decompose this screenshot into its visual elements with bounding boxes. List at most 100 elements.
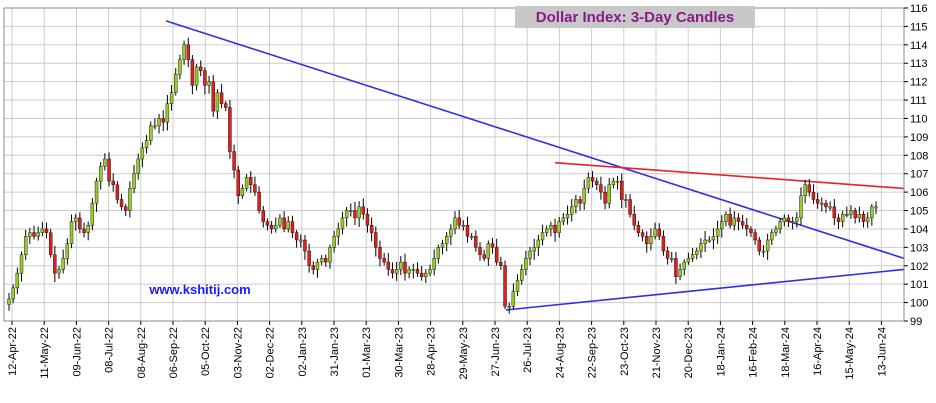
candle-bull (699, 243, 703, 252)
candle-bull (394, 269, 399, 274)
x-tick-label: 22-Sep-23 (587, 327, 599, 378)
x-tick-label: 12-Apr-22 (7, 327, 19, 376)
candle-bear (32, 232, 36, 237)
candle-bull (720, 221, 724, 230)
x-tick-label: 11-May-22 (39, 327, 51, 379)
candle-bull (707, 239, 711, 242)
y-tick-label: 103 (910, 242, 928, 254)
candle-bear (303, 239, 307, 252)
y-axis-ticks: 99 100 101 102 103 104 105 106 107 108 109 110 111 11… (904, 3, 928, 328)
x-tick-label: 09-Jun-22 (71, 327, 83, 377)
candle-bear (232, 151, 236, 171)
x-tick-label: 24-Aug-23 (554, 327, 566, 378)
candle-bear (269, 225, 274, 230)
candle-bear (811, 191, 816, 200)
candle-bull (7, 298, 11, 305)
x-tick-label: 21-Nov-23 (651, 327, 663, 378)
candle-bear (294, 232, 299, 241)
x-tick-label: 16-Feb-24 (748, 327, 760, 378)
candle-bear (636, 225, 641, 233)
candle-bull (761, 250, 766, 253)
candle-bull (15, 272, 20, 289)
trendlines (165, 20, 905, 311)
candle-bull (686, 258, 691, 263)
candle-bear (757, 239, 761, 252)
candle-bear (603, 191, 607, 204)
candle-bear (307, 250, 311, 266)
y-tick-label: 99 (910, 316, 922, 328)
x-tick-label: 20-Dec-23 (683, 327, 695, 378)
lower-trendline (505, 268, 905, 311)
y-tick-label: 111 (910, 95, 927, 107)
candle-bear (419, 272, 424, 278)
y-tick-label: 100 (910, 298, 928, 310)
candle-bull (40, 228, 45, 233)
candle-bull (507, 306, 511, 308)
candle-bear (474, 236, 478, 248)
candle-bull (774, 228, 778, 233)
candle-bull (703, 239, 707, 244)
candle-bear (457, 217, 461, 226)
candle-bear (311, 265, 315, 270)
candle-bull (469, 236, 474, 238)
candle-bear (490, 243, 495, 248)
x-tick-label: 01-Mar-23 (361, 327, 373, 378)
candle-bull (86, 225, 90, 233)
candle-bull (328, 247, 332, 263)
candle-bull (486, 243, 491, 259)
candle-bear (853, 210, 857, 219)
x-tick-label: 28-Apr-23 (426, 327, 438, 376)
x-tick-label: 18-Mar-24 (780, 327, 792, 378)
candle-bear (553, 225, 557, 233)
x-tick-label: 02-Jan-23 (297, 327, 309, 377)
resistance-line (554, 161, 905, 190)
x-tick-label: 13-Jun-24 (876, 327, 888, 377)
candle-bull (57, 269, 61, 274)
candle-bull (715, 228, 720, 237)
candle-bear (749, 228, 753, 233)
x-tick-label: 31-Jan-23 (329, 327, 341, 377)
candle-bull (411, 269, 416, 271)
candle-bull (103, 158, 107, 167)
candle-bull (874, 206, 878, 209)
candle-bull (169, 92, 174, 104)
y-tick-label: 102 (910, 261, 928, 273)
candle-bull (799, 195, 803, 219)
candle-bull (157, 118, 161, 127)
x-tick-label: 15-May-24 (844, 327, 856, 380)
x-tick-label: 02-Dec-22 (265, 327, 277, 378)
x-tick-label: 27-Jun-23 (490, 327, 502, 377)
candle-bull (240, 188, 245, 196)
candle-bear (228, 107, 232, 152)
candle-bull (778, 221, 782, 230)
candle-bull (790, 221, 795, 223)
candle-bull (840, 214, 845, 222)
candle-bull (565, 214, 570, 219)
y-tick-label: 106 (910, 187, 928, 199)
candle-bear (44, 228, 49, 233)
candle-bull (144, 140, 149, 149)
candle-bull (536, 239, 541, 248)
candle-bear (503, 265, 507, 307)
candle-bull (244, 177, 249, 189)
candle-bear (786, 217, 791, 222)
y-tick-label: 104 (910, 224, 928, 236)
candle-bear (620, 180, 624, 200)
y-tick-label: 108 (910, 150, 928, 162)
candle-bear (378, 247, 382, 259)
candle-bear (478, 247, 482, 255)
candle-bull (528, 250, 532, 259)
candle-bull (399, 261, 403, 270)
candle-bull (557, 221, 561, 233)
candle-bull (194, 66, 199, 86)
site-annotation: www.kshitij.com (148, 282, 250, 297)
candle-bear (111, 180, 115, 185)
candle-bull (153, 125, 157, 128)
candle-bear (257, 191, 261, 211)
candle-bear (578, 199, 582, 204)
candle-bull (765, 239, 770, 252)
candle-bear (203, 70, 207, 86)
candle-bear (236, 169, 240, 196)
candle-bull (182, 44, 186, 60)
candle-bull (357, 206, 361, 219)
